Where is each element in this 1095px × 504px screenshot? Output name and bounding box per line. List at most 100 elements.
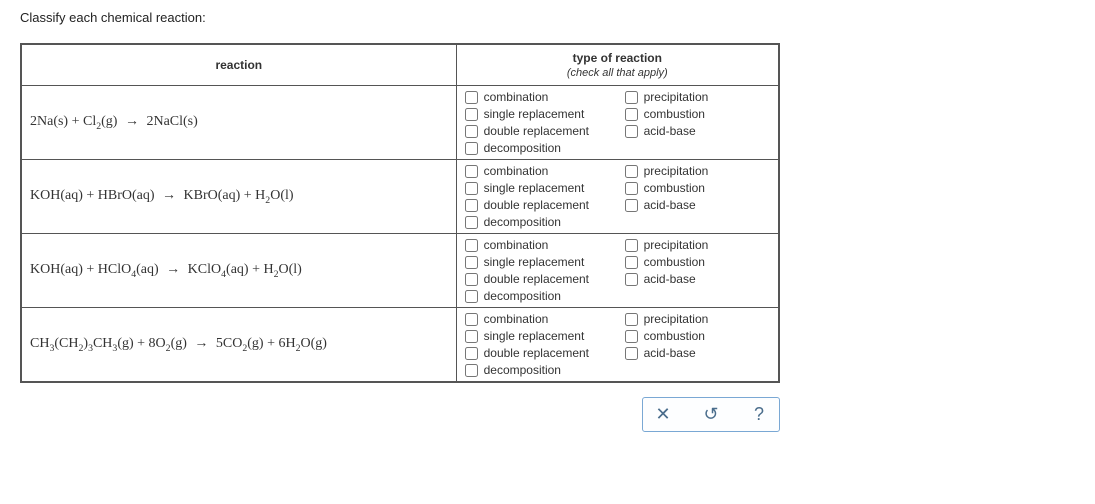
action-bar: ✕ ↺ ? [20,397,780,432]
check-double-replacement[interactable]: double replacement [465,346,625,360]
table-row: KOH(aq) + HBrO(aq) → KBrO(aq) + H2O(l) c… [21,160,779,234]
checkbox[interactable] [465,108,478,121]
check-combustion[interactable]: combustion [625,329,765,343]
type-cell-2: combination precipitation single replace… [456,160,779,234]
check-combustion[interactable]: combustion [625,255,765,269]
check-label: combination [484,312,549,326]
reaction-2: KOH(aq) + HBrO(aq) → KBrO(aq) + H2O(l) [21,160,456,234]
check-precipitation[interactable]: precipitation [625,238,765,252]
check-decomposition[interactable]: decomposition [465,215,625,229]
check-label: double replacement [484,346,589,360]
check-single-replacement[interactable]: single replacement [465,107,625,121]
check-label: precipitation [644,164,709,178]
check-combustion[interactable]: combustion [625,181,765,195]
check-acid-base[interactable]: acid-base [625,346,765,360]
check-single-replacement[interactable]: single replacement [465,181,625,195]
check-decomposition[interactable]: decomposition [465,363,625,377]
check-label: double replacement [484,272,589,286]
type-cell-1: combination precipitation single replace… [456,86,779,160]
check-label: decomposition [484,289,561,303]
reaction-4: CH3(CH2)3CH3(g) + 8O2(g) → 5CO2(g) + 6H2… [21,308,456,383]
check-label: decomposition [484,215,561,229]
check-double-replacement[interactable]: double replacement [465,124,625,138]
check-combination[interactable]: combination [465,164,625,178]
type-cell-4: combination precipitation single replace… [456,308,779,383]
header-type: type of reaction (check all that apply) [456,44,779,86]
header-type-title: type of reaction [573,51,662,65]
checkbox[interactable] [465,290,478,303]
check-label: single replacement [484,181,585,195]
check-label: acid-base [644,198,696,212]
checkbox[interactable] [465,239,478,252]
check-label: acid-base [644,272,696,286]
check-label: single replacement [484,329,585,343]
checkbox[interactable] [465,347,478,360]
table-row: KOH(aq) + HClO4(aq) → KClO4(aq) + H2O(l)… [21,234,779,308]
checkbox[interactable] [625,330,638,343]
check-double-replacement[interactable]: double replacement [465,198,625,212]
checkbox[interactable] [625,199,638,212]
checkbox[interactable] [625,313,638,326]
checkbox[interactable] [465,216,478,229]
checkbox[interactable] [465,142,478,155]
check-combination[interactable]: combination [465,312,625,326]
checkbox[interactable] [465,330,478,343]
checkbox[interactable] [465,91,478,104]
check-decomposition[interactable]: decomposition [465,141,625,155]
reset-icon[interactable]: ↺ [701,404,721,425]
check-label: combustion [644,255,705,269]
check-label: combination [484,90,549,104]
checkbox[interactable] [625,165,638,178]
check-precipitation[interactable]: precipitation [625,164,765,178]
check-label: combustion [644,107,705,121]
check-single-replacement[interactable]: single replacement [465,329,625,343]
checkbox[interactable] [625,347,638,360]
check-label: combination [484,164,549,178]
table-row: 2Na(s) + Cl2(g) → 2NaCl(s) combination p… [21,86,779,160]
check-acid-base[interactable]: acid-base [625,124,765,138]
check-label: precipitation [644,238,709,252]
check-combustion[interactable]: combustion [625,107,765,121]
checkbox[interactable] [625,91,638,104]
check-decomposition[interactable]: decomposition [465,289,625,303]
check-acid-base[interactable]: acid-base [625,272,765,286]
checkbox[interactable] [465,125,478,138]
check-acid-base[interactable]: acid-base [625,198,765,212]
checkbox[interactable] [625,125,638,138]
type-cell-3: combination precipitation single replace… [456,234,779,308]
close-icon[interactable]: ✕ [653,404,673,425]
help-icon[interactable]: ? [749,404,769,425]
reaction-table: reaction type of reaction (check all tha… [20,43,780,383]
check-label: decomposition [484,141,561,155]
check-label: combustion [644,181,705,195]
checkbox[interactable] [625,239,638,252]
check-label: precipitation [644,90,709,104]
checkbox[interactable] [465,364,478,377]
checkbox[interactable] [625,108,638,121]
check-single-replacement[interactable]: single replacement [465,255,625,269]
check-precipitation[interactable]: precipitation [625,312,765,326]
instruction-text: Classify each chemical reaction: [20,10,1075,25]
check-label: decomposition [484,363,561,377]
checkbox[interactable] [465,182,478,195]
check-label: single replacement [484,107,585,121]
checkbox[interactable] [465,256,478,269]
action-box: ✕ ↺ ? [642,397,780,432]
check-precipitation[interactable]: precipitation [625,90,765,104]
checkbox[interactable] [625,273,638,286]
checkbox[interactable] [465,165,478,178]
check-label: double replacement [484,124,589,138]
checkbox[interactable] [465,313,478,326]
checkbox[interactable] [465,273,478,286]
check-label: combustion [644,329,705,343]
check-combination[interactable]: combination [465,238,625,252]
check-combination[interactable]: combination [465,90,625,104]
checkbox[interactable] [625,256,638,269]
check-label: acid-base [644,346,696,360]
check-label: precipitation [644,312,709,326]
check-label: combination [484,238,549,252]
checkbox[interactable] [465,199,478,212]
check-double-replacement[interactable]: double replacement [465,272,625,286]
header-type-sub: (check all that apply) [567,67,668,79]
checkbox[interactable] [625,182,638,195]
